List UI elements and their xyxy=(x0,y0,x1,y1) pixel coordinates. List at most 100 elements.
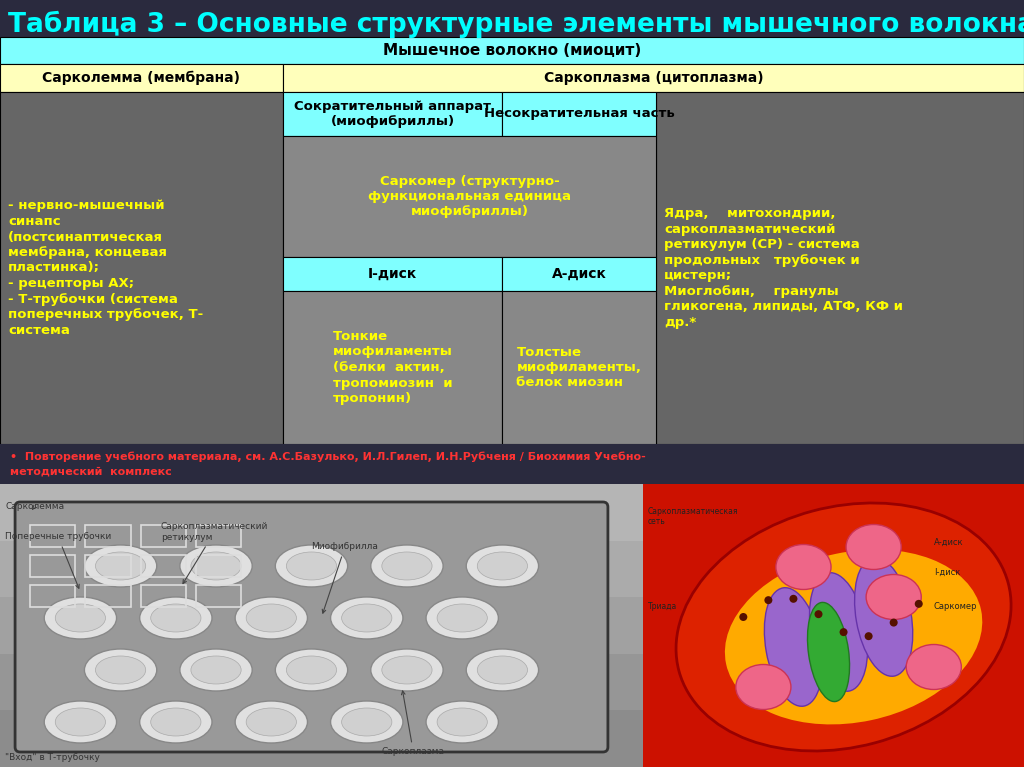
Ellipse shape xyxy=(139,701,212,743)
Text: Мышечное волокно (миоцит): Мышечное волокно (миоцит) xyxy=(383,43,641,58)
Ellipse shape xyxy=(331,597,402,639)
Ellipse shape xyxy=(275,545,348,587)
Bar xyxy=(502,291,656,444)
Text: "Вход" в Т-трубочку: "Вход" в Т-трубочку xyxy=(5,753,100,762)
Ellipse shape xyxy=(855,558,912,676)
Text: Саркоплазма (цитоплазма): Саркоплазма (цитоплазма) xyxy=(544,71,763,85)
Text: •  Повторение учебного материала, см. А.С.Базулько, И.Л.Гилеп, И.Н.Рубченя / Био: • Повторение учебного материала, см. А.С… xyxy=(10,452,646,463)
Ellipse shape xyxy=(342,708,392,736)
Bar xyxy=(0,653,643,710)
Ellipse shape xyxy=(371,545,443,587)
Bar xyxy=(196,585,242,607)
Text: Сарколемма (мембрана): Сарколемма (мембрана) xyxy=(43,71,241,85)
Ellipse shape xyxy=(477,656,527,684)
Bar xyxy=(0,484,1024,767)
Ellipse shape xyxy=(382,552,432,580)
Ellipse shape xyxy=(287,656,337,684)
Text: Несократительная часть: Несократительная часть xyxy=(483,107,675,120)
Ellipse shape xyxy=(736,664,791,709)
Text: А-диск: А-диск xyxy=(934,538,964,546)
Ellipse shape xyxy=(764,588,822,706)
Ellipse shape xyxy=(764,596,772,604)
Ellipse shape xyxy=(84,545,157,587)
Text: Таблица 3 – Основные структурные элементы мышечного волокна: Таблица 3 – Основные структурные элемент… xyxy=(8,11,1024,38)
Bar xyxy=(502,92,656,136)
Bar xyxy=(85,525,131,547)
Text: - нервно-мышечный
синапс
(постсинаптическая
мембрана, концевая
пластинка);
- рец: - нервно-мышечный синапс (постсинаптичес… xyxy=(8,199,203,337)
Text: Сократительный аппарат
(миофибриллы): Сократительный аппарат (миофибриллы) xyxy=(294,100,490,128)
Text: Сарколемма: Сарколемма xyxy=(5,502,65,512)
Text: Поперечные трубочки: Поперечные трубочки xyxy=(5,532,112,588)
Bar xyxy=(283,92,502,136)
Ellipse shape xyxy=(190,552,242,580)
Bar xyxy=(283,257,502,291)
Bar xyxy=(196,525,242,547)
Ellipse shape xyxy=(739,613,748,621)
Bar xyxy=(0,37,1024,64)
Bar xyxy=(0,444,1024,484)
Text: Саркоплазматическая
сеть: Саркоплазматическая сеть xyxy=(648,507,738,526)
Bar xyxy=(0,92,283,444)
Bar xyxy=(283,64,1024,92)
Ellipse shape xyxy=(151,604,201,632)
Ellipse shape xyxy=(95,656,145,684)
Ellipse shape xyxy=(866,574,922,620)
Ellipse shape xyxy=(466,649,539,691)
Ellipse shape xyxy=(676,503,1011,751)
Ellipse shape xyxy=(236,597,307,639)
Ellipse shape xyxy=(180,545,252,587)
Bar xyxy=(283,291,502,444)
Text: Тонкие
миофиламенты
(белки  актин,
тропомиозин  и
тропонин): Тонкие миофиламенты (белки актин, тропом… xyxy=(333,330,453,405)
Ellipse shape xyxy=(371,649,443,691)
Ellipse shape xyxy=(790,594,798,603)
Bar xyxy=(0,710,643,767)
Bar xyxy=(30,525,76,547)
Bar xyxy=(85,585,131,607)
Bar xyxy=(0,484,643,541)
Ellipse shape xyxy=(382,656,432,684)
Text: Толстые
миофиламенты,
белок миозин: Толстые миофиламенты, белок миозин xyxy=(516,345,641,390)
Ellipse shape xyxy=(914,600,923,607)
Ellipse shape xyxy=(275,649,348,691)
Bar xyxy=(0,541,643,597)
Bar xyxy=(283,136,656,257)
Ellipse shape xyxy=(95,552,145,580)
Bar xyxy=(0,64,283,92)
Text: Саркоплазматический
ретикулум: Саркоплазматический ретикулум xyxy=(161,522,268,584)
Ellipse shape xyxy=(236,701,307,743)
Text: Триада: Триада xyxy=(648,603,677,611)
Ellipse shape xyxy=(890,618,898,627)
Ellipse shape xyxy=(809,573,867,691)
Bar xyxy=(196,555,242,577)
Bar xyxy=(140,585,186,607)
Ellipse shape xyxy=(151,708,201,736)
Ellipse shape xyxy=(180,649,252,691)
Text: I-диск: I-диск xyxy=(368,267,417,281)
Ellipse shape xyxy=(808,602,850,702)
Ellipse shape xyxy=(342,604,392,632)
Ellipse shape xyxy=(846,525,901,569)
Ellipse shape xyxy=(246,708,296,736)
Text: Саркомер (структурно-
функциональная единица
миофибриллы): Саркомер (структурно- функциональная еди… xyxy=(368,175,571,219)
Ellipse shape xyxy=(55,604,105,632)
Ellipse shape xyxy=(814,611,822,618)
Ellipse shape xyxy=(84,649,157,691)
Bar xyxy=(30,585,76,607)
Bar xyxy=(656,92,1024,444)
Text: А-диск: А-диск xyxy=(552,267,606,281)
Ellipse shape xyxy=(776,545,831,590)
Ellipse shape xyxy=(44,701,117,743)
Text: Саркомер: Саркомер xyxy=(934,603,977,611)
Ellipse shape xyxy=(426,701,499,743)
Ellipse shape xyxy=(246,604,296,632)
Ellipse shape xyxy=(864,632,872,640)
Bar xyxy=(30,555,76,577)
Ellipse shape xyxy=(725,550,982,724)
Text: Ядра,    митохондрии,
саркоплазматический
ретикулум (СР) - система
продольных   : Ядра, митохондрии, саркоплазматический р… xyxy=(664,207,903,329)
Ellipse shape xyxy=(44,597,117,639)
Ellipse shape xyxy=(426,597,499,639)
Ellipse shape xyxy=(437,708,487,736)
Ellipse shape xyxy=(331,701,402,743)
Bar xyxy=(140,525,186,547)
Text: Миофибрилла: Миофибрилла xyxy=(311,542,378,613)
